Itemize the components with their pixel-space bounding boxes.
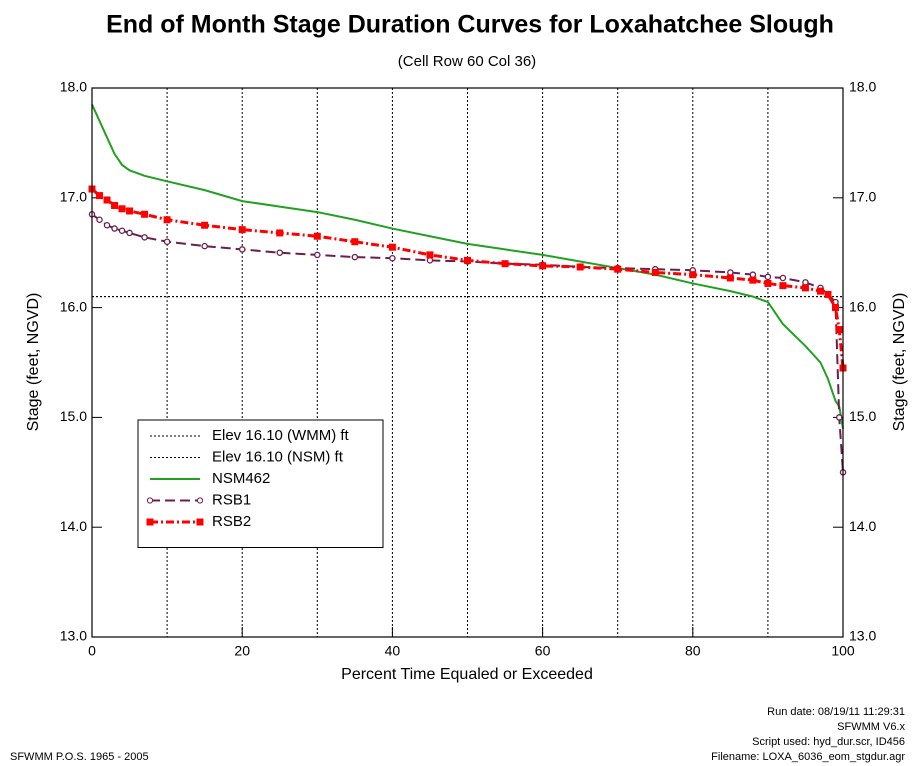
legend-label: NSM462	[212, 470, 270, 487]
y2-tick-label: 16.0	[849, 298, 876, 314]
point	[426, 251, 434, 259]
legend-label: Elev 16.10 (NSM) ft	[212, 448, 344, 465]
point	[103, 221, 111, 229]
y-tick-label: 14.0	[60, 518, 87, 534]
point	[779, 282, 787, 290]
x-tick-label: 100	[831, 643, 855, 659]
point	[141, 210, 149, 218]
point	[389, 254, 396, 262]
x-tick-label: 0	[88, 643, 96, 659]
footer-right: Run date: 08/19/11 11:29:31	[767, 706, 905, 718]
point	[835, 414, 843, 421]
point	[351, 238, 359, 246]
series-markers	[88, 185, 847, 372]
point	[111, 201, 119, 209]
y-tick-label: 15.0	[60, 408, 87, 424]
y-tick-label: 13.0	[60, 628, 87, 644]
point	[614, 265, 622, 273]
x-tick-label: 80	[685, 643, 701, 659]
point	[314, 251, 321, 259]
point	[831, 304, 839, 312]
point	[96, 216, 103, 224]
point	[801, 284, 809, 292]
point	[464, 256, 471, 264]
point	[779, 274, 787, 282]
footer-left: SFWMM P.O.S. 1965 - 2005	[10, 751, 149, 763]
point	[426, 257, 434, 264]
point	[749, 276, 757, 284]
point	[163, 238, 171, 245]
series-line	[91, 104, 844, 429]
point	[141, 234, 148, 241]
footer-right: Filename: LOXA_6036_eom_stgdur.agr	[711, 751, 905, 763]
chart-title: End of Month Stage Duration Curves for L…	[106, 11, 834, 39]
y2-tick-label: 13.0	[849, 628, 876, 644]
x-tick-label: 40	[385, 643, 401, 659]
y-tick-label: 18.0	[60, 79, 87, 95]
y2-axis-label: Stage (feet, NGVD)	[891, 293, 908, 432]
point	[126, 229, 133, 237]
point	[689, 271, 697, 279]
point	[103, 196, 111, 204]
y2-tick-label: 15.0	[849, 408, 876, 424]
point	[824, 290, 832, 298]
y2-tick-label: 18.0	[849, 79, 876, 95]
y2-tick-label: 17.0	[849, 189, 876, 205]
x-tick-label: 60	[535, 643, 551, 659]
point	[816, 287, 824, 295]
point	[111, 225, 118, 232]
y2-tick-label: 14.0	[849, 518, 876, 534]
point	[118, 205, 126, 213]
point	[835, 326, 843, 334]
point	[163, 216, 171, 224]
chart-subtitle: (Cell Row 60 Col 36)	[398, 53, 536, 70]
point	[126, 207, 134, 215]
x-axis-label: Percent Time Equaled or Exceeded	[341, 666, 593, 683]
point	[651, 268, 659, 276]
legend-marker	[196, 518, 204, 526]
point	[313, 232, 321, 240]
legend-label: RSB2	[212, 513, 251, 530]
point	[351, 253, 359, 261]
point	[749, 271, 757, 278]
plot-frame	[91, 87, 844, 638]
point	[539, 262, 547, 270]
point	[118, 227, 126, 234]
legend-label: RSB1	[212, 491, 251, 508]
footer-right: SFWMM V6.x	[837, 721, 905, 733]
point	[388, 243, 396, 251]
point	[726, 274, 734, 282]
footer-right: Script used: hyd_dur.scr, ID456	[752, 736, 905, 748]
legend-marker	[196, 497, 204, 504]
legend-box	[137, 419, 384, 548]
point	[764, 273, 772, 281]
point	[96, 192, 104, 200]
point	[727, 269, 734, 276]
point	[201, 242, 208, 250]
point	[802, 279, 809, 286]
y-tick-label: 17.0	[60, 189, 87, 205]
point	[276, 249, 283, 256]
x-tick-label: 20	[234, 643, 250, 659]
y-tick-label: 16.0	[60, 298, 87, 314]
point	[576, 263, 584, 271]
point	[276, 229, 284, 237]
legend-marker	[146, 497, 154, 504]
legend-label: Elev 16.10 (WMM) ft	[212, 427, 350, 444]
point	[764, 279, 772, 287]
series-line	[91, 187, 845, 369]
y-axis-label: Stage (feet, NGVD)	[25, 293, 42, 432]
point	[201, 221, 209, 229]
point	[238, 246, 246, 253]
point	[501, 260, 509, 268]
legend-marker	[146, 518, 154, 526]
point	[238, 226, 246, 234]
